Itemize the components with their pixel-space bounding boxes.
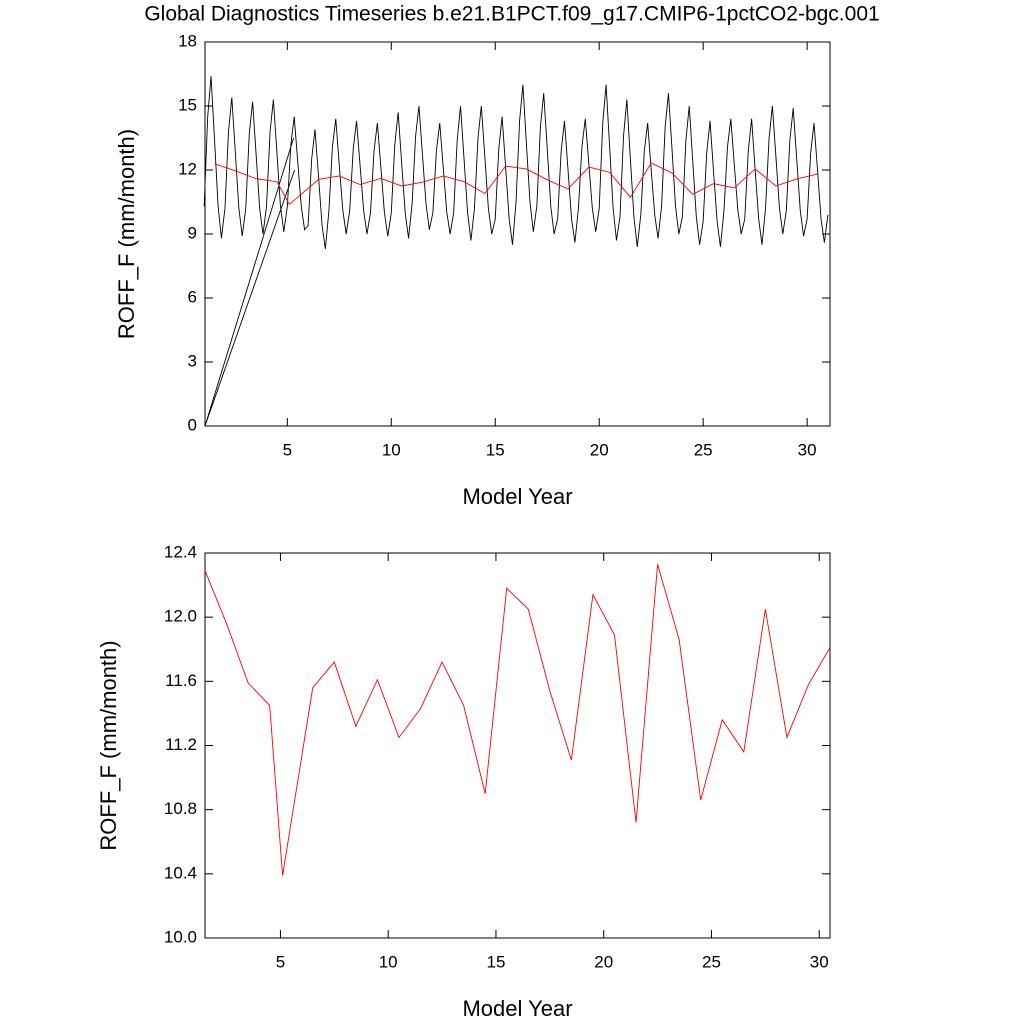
x-tick-label: 10 <box>382 440 401 459</box>
x-tick-label: 5 <box>283 440 292 459</box>
data-line <box>203 76 829 427</box>
y-tick-label: 12.4 <box>164 542 197 561</box>
x-tick-label: 20 <box>594 952 613 971</box>
x-tick-label: 5 <box>276 952 285 971</box>
y-tick-label: 12 <box>178 159 197 178</box>
y-tick-label: 6 <box>188 287 197 306</box>
chart-title: Global Diagnostics Timeseries b.e21.B1PC… <box>144 3 879 26</box>
y-tick-label: 11.6 <box>165 671 197 690</box>
y-tick-label: 10.0 <box>164 927 197 946</box>
data-line <box>214 162 818 206</box>
x-tick-label: 30 <box>810 952 829 971</box>
x-tick-label: 10 <box>379 952 398 971</box>
x-axis-label: Model Year <box>462 484 572 509</box>
y-tick-label: 18 <box>178 31 197 50</box>
y-tick-label: 11.2 <box>165 735 197 754</box>
y-axis-label: ROFF_F (mm/month) <box>96 640 121 850</box>
y-tick-label: 12.0 <box>164 607 197 626</box>
y-tick-label: 3 <box>188 351 197 370</box>
y-tick-label: 10.4 <box>164 863 197 882</box>
x-tick-label: 15 <box>486 440 505 459</box>
x-tick-label: 25 <box>702 952 721 971</box>
plot-frame <box>204 552 831 939</box>
plot-frame <box>204 41 831 427</box>
data-line <box>204 564 831 876</box>
y-tick-label: 0 <box>188 415 197 434</box>
y-axis-label: ROFF_F (mm/month) <box>114 129 139 339</box>
x-tick-label: 15 <box>486 952 505 971</box>
y-tick-label: 10.8 <box>164 799 197 818</box>
x-axis-label: Model Year <box>462 996 572 1021</box>
y-tick-label: 9 <box>188 223 197 242</box>
x-tick-label: 20 <box>590 440 609 459</box>
y-tick-label: 15 <box>178 95 197 114</box>
x-tick-label: 25 <box>694 440 713 459</box>
x-tick-label: 30 <box>798 440 817 459</box>
